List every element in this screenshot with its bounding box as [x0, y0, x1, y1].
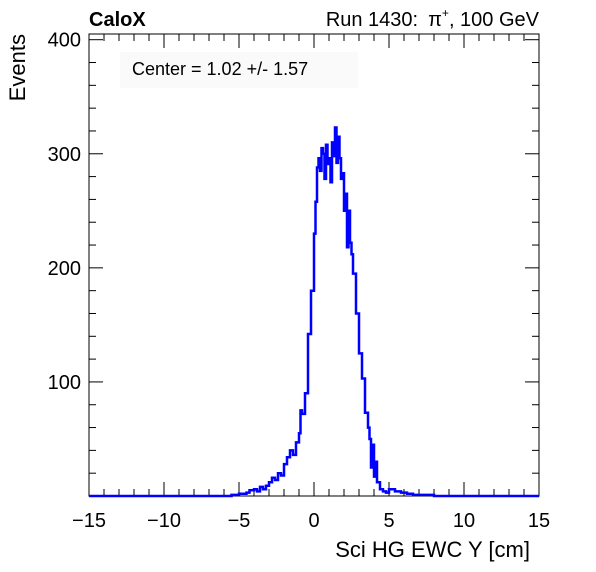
- x-tick-label: −10: [147, 510, 181, 532]
- particle-symbol: π: [428, 9, 442, 31]
- x-tick-label: 10: [453, 510, 475, 532]
- axis-ticks: [88, 34, 540, 496]
- x-tick-label: 0: [308, 510, 319, 532]
- run-label: Run 1430: π+, 100 GeV: [326, 6, 540, 31]
- annotation-box: [120, 52, 358, 88]
- x-axis-title: Sci HG EWC Y [cm]: [335, 537, 530, 562]
- x-tick-label: 15: [528, 510, 550, 532]
- experiment-label: CaloX: [89, 9, 146, 31]
- particle-charge: +: [442, 6, 449, 20]
- y-tick-label: 100: [48, 372, 81, 394]
- x-tick-label: −15: [72, 510, 106, 532]
- histogram-line: [89, 126, 539, 498]
- y-tick-label: 400: [48, 30, 81, 52]
- y-tick-label: 300: [48, 144, 81, 166]
- x-tick-label: −5: [228, 510, 251, 532]
- tick-labels: −15 −10 −5 0 5 10 15 100 200 300 400: [48, 30, 551, 532]
- x-tick-label: 5: [383, 510, 394, 532]
- center-annotation: Center = 1.02 +/- 1.57: [132, 59, 308, 79]
- energy-label: , 100 GeV: [449, 9, 540, 31]
- y-axis-title: Events: [5, 34, 30, 101]
- y-tick-label: 200: [48, 258, 81, 280]
- run-prefix: Run 1430:: [326, 9, 418, 31]
